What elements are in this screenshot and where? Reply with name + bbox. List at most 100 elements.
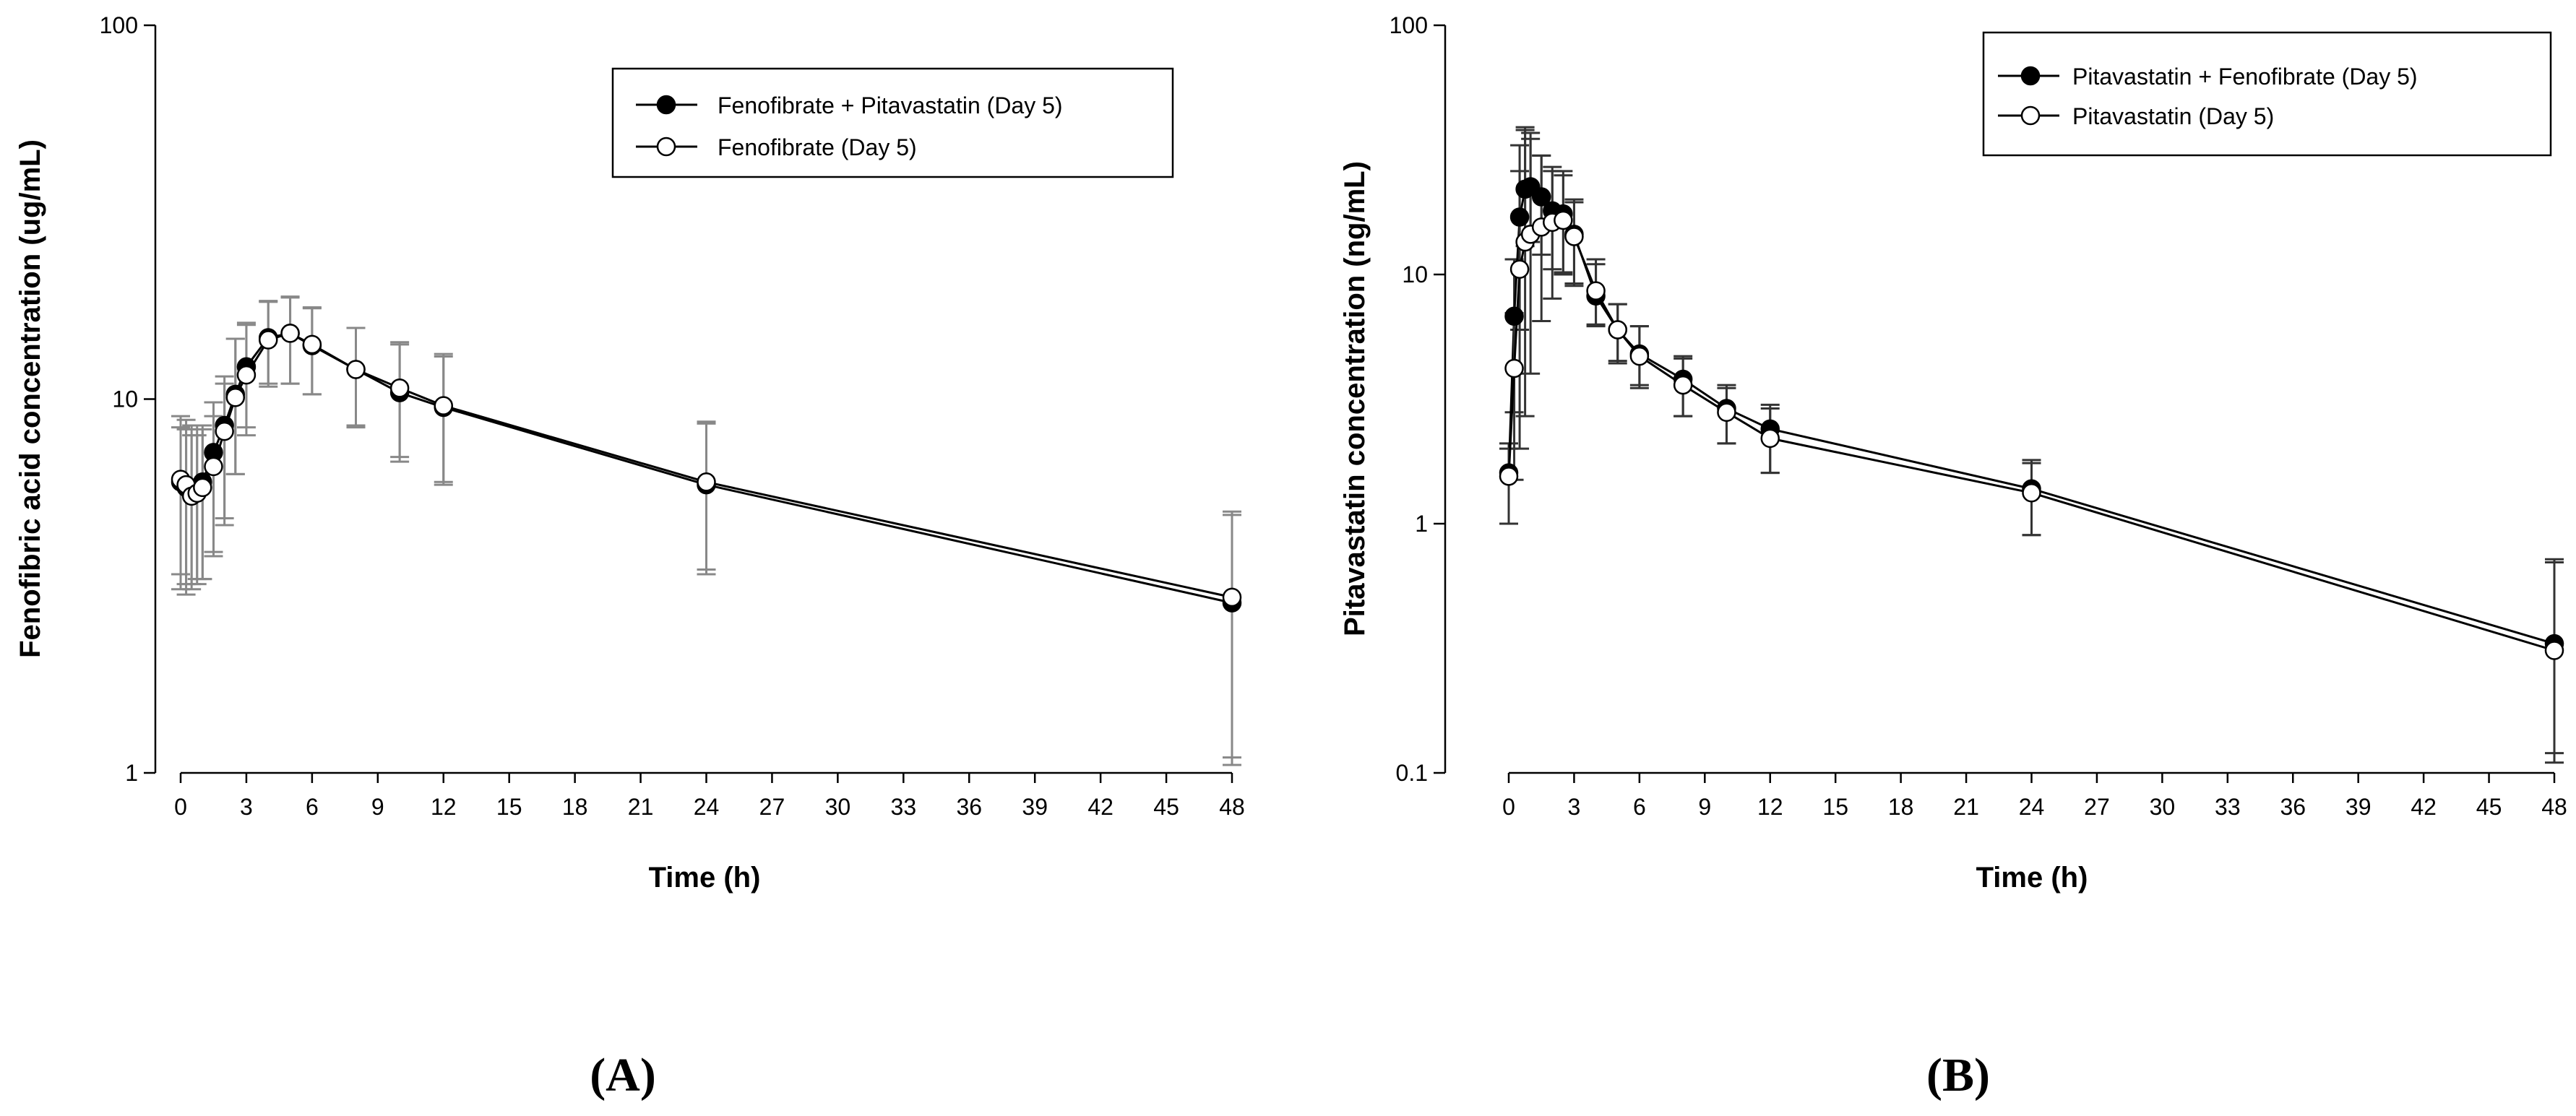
data-point [1509,259,1530,279]
series-1-markers [1499,177,2564,654]
legend-box [1982,31,2552,157]
y-ticks: 0.1 1 10 100 [1390,12,1445,786]
data-point [1564,227,1584,246]
data-point [1586,281,1606,300]
panel-label-a: (A) [590,1049,656,1102]
x-tick-label: 24 [694,794,720,820]
x-tick-label: 6 [1633,794,1646,820]
legend-label-1: Fenofibrate + Pitavastatin (Day 5) [718,92,1063,118]
x-tick-label: 27 [2084,794,2110,820]
y-axis-title: Pitavastatin concentration (ng/mL) [1339,161,1371,636]
x-tick-label: 42 [2411,794,2437,820]
y-tick-label: 10 [112,386,138,412]
x-tick-label: 15 [1822,794,1848,820]
data-point [280,324,300,343]
data-point [346,360,366,379]
legend-marker-filled [2020,66,2041,86]
legend-marker-open [656,137,676,157]
y-tick-label: 10 [1402,261,1428,287]
legend-label-2: Fenofibrate (Day 5) [718,134,917,160]
data-point [1760,428,1780,449]
y-ticks: 1 10 100 [100,12,155,786]
data-point [1509,207,1530,227]
x-tick-label: 18 [1888,794,1914,820]
x-tick-label: 45 [2476,794,2502,820]
x-tick-label: 42 [1087,794,1113,820]
x-tick-label: 21 [628,794,654,820]
x-tick-label: 0 [174,794,187,820]
x-tick-label: 24 [2019,794,2045,820]
legend-marker-filled [656,95,676,115]
data-point [259,330,278,350]
x-tick-label: 18 [562,794,588,820]
x-tick-label: 9 [1698,794,1711,820]
x-tick-label: 3 [1568,794,1581,820]
x-tick-label: 30 [825,794,851,820]
data-point [1717,402,1736,422]
y-tick-label: 0.1 [1396,760,1428,786]
data-point [302,334,322,355]
data-point [389,379,410,398]
legend-label-1: Pitavastatin + Fenofibrate (Day 5) [2072,64,2418,90]
data-point [193,477,212,498]
data-point [1554,210,1573,230]
data-point [236,365,257,385]
data-point [2544,641,2564,660]
series-layer [171,295,1242,766]
data-point [225,388,246,407]
x-tick-label: 12 [431,794,457,820]
x-tick-label: 15 [496,794,522,820]
chart-panel-b: 0 3 6 9 12 15 18 21 24 27 30 33 36 39 42 45 48 0.1110100… [1339,12,2567,1102]
x-tick-label: 39 [2345,794,2372,820]
series-2 [171,296,1241,759]
x-tick-label: 21 [1953,794,1979,820]
x-tick-label: 48 [1219,794,1245,820]
y-tick-label: 100 [100,12,138,38]
x-tick-label: 27 [759,794,785,820]
series-layer [1499,126,2564,764]
legend: Fenofibrate + Pitavastatin (Day 5) Fenof… [611,67,1174,178]
data-point [1673,375,1693,395]
x-tick-label: 6 [306,794,319,820]
series-2-markers [171,324,1242,607]
series-2-markers [1499,210,2564,660]
data-point [1504,306,1524,326]
x-tick-label: 9 [371,794,384,820]
data-point [1608,320,1627,339]
data-point [434,396,453,415]
data-point [1504,358,1524,379]
data-point [1629,346,1650,366]
x-tick-label: 33 [891,794,917,820]
legend-label-2: Pitavastatin (Day 5) [2072,103,2274,129]
x-tick-label: 36 [956,794,982,820]
x-tick-label: 48 [2541,794,2567,820]
x-tick-label: 30 [2150,794,2176,820]
x-tick-label: 3 [240,794,253,820]
x-tick-label: 39 [1022,794,1048,820]
data-point [1222,587,1242,607]
x-tick-label: 33 [2215,794,2241,820]
data-point [697,472,716,492]
x-ticks: 0 3 6 9 12 15 18 21 24 27 30 33 36 39 42 45 48 [1502,773,2567,820]
series-line [1507,185,2555,645]
data-point [204,457,223,477]
y-tick-label: 1 [125,760,138,786]
x-tick-label: 0 [1502,794,1515,820]
y-tick-label: 1 [1415,511,1428,537]
legend-marker-open [2020,105,2041,126]
y-tick-label: 100 [1390,12,1428,38]
x-tick-label: 45 [1153,794,1179,820]
data-point [2022,483,2041,503]
x-axis-title: Time (h) [649,862,761,894]
series-1 [1499,129,2564,755]
x-tick-label: 12 [1757,794,1783,820]
series-line [1507,219,2555,652]
x-tick-label: 36 [2280,794,2306,820]
y-axis-title: Fenofibric acid concentration (ug/mL) [14,139,46,658]
series-2 [1499,126,2564,764]
data-point [1531,187,1551,207]
data-point [215,421,234,441]
panel-label-b: (B) [1926,1049,1990,1102]
